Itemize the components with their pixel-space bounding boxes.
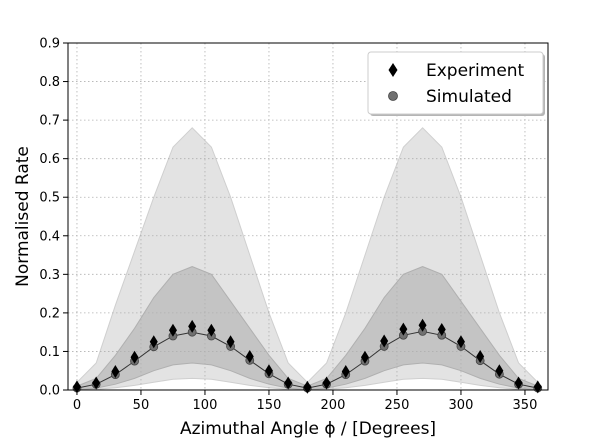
experiment-point xyxy=(341,364,350,378)
legend-label-experiment: Experiment xyxy=(426,61,525,81)
experiment-point xyxy=(245,349,254,363)
legend-marker-simulated xyxy=(388,91,398,101)
y-tick-label: 0.5 xyxy=(39,191,60,206)
experiment-point xyxy=(284,376,293,390)
y-tick-label: 0.9 xyxy=(39,37,60,52)
experiment-point xyxy=(360,350,369,364)
experiment-point xyxy=(111,364,120,378)
y-tick-label: 0.3 xyxy=(39,268,60,283)
ticks: 0 50 100 150 200 250 300 350 0.0 0.1 0.2 0.3 0.4 0.5 0… xyxy=(39,37,537,414)
x-tick-label: 350 xyxy=(513,398,538,413)
legend-marker-experiment xyxy=(388,63,398,77)
experiment-point xyxy=(149,335,158,349)
y-tick-label: 0.1 xyxy=(39,345,60,360)
experiment-point xyxy=(514,376,523,390)
uncertainty-bands xyxy=(76,127,539,391)
legend: Experiment Simulated xyxy=(367,51,545,116)
x-tick-label: 50 xyxy=(133,398,150,413)
y-axis-label: Normalised Rate xyxy=(13,146,33,287)
experiment-point xyxy=(303,380,312,394)
experiment-point xyxy=(188,319,197,333)
x-tick-label: 200 xyxy=(321,398,346,413)
axes xyxy=(67,42,549,391)
experiment-point xyxy=(476,349,485,363)
y-tick-label: 0.4 xyxy=(39,229,60,244)
x-tick-label: 100 xyxy=(193,398,218,413)
experiment-point xyxy=(264,364,273,378)
y-tick-label: 0.8 xyxy=(39,75,60,90)
plot-frame xyxy=(67,42,549,391)
experiment-point xyxy=(130,350,139,364)
x-tick-label: 250 xyxy=(385,398,410,413)
legend-box xyxy=(367,51,544,115)
experiment-point xyxy=(207,323,216,337)
x-tick-label: 0 xyxy=(73,398,81,413)
y-tick-label: 0.7 xyxy=(39,114,60,129)
experiment-point xyxy=(399,322,408,336)
experiment-point xyxy=(168,323,177,337)
experiment-point xyxy=(92,376,101,390)
experiment-point xyxy=(495,364,504,378)
experiment-point xyxy=(456,335,465,349)
legend-label-simulated: Simulated xyxy=(426,87,512,107)
experiment-point xyxy=(418,318,427,332)
y-tick-label: 0.6 xyxy=(39,152,60,167)
y-tick-label: 0.0 xyxy=(39,384,60,399)
x-tick-label: 300 xyxy=(449,398,474,413)
experiment-point xyxy=(437,322,446,336)
experiment-point xyxy=(226,335,235,349)
experiment-point xyxy=(380,334,389,348)
x-axis-label: Azimuthal Angle ϕ / [Degrees] xyxy=(180,419,436,439)
data-points xyxy=(72,318,543,394)
experiment-point xyxy=(322,376,331,390)
y-tick-label: 0.2 xyxy=(39,306,60,321)
x-tick-label: 150 xyxy=(257,398,282,413)
